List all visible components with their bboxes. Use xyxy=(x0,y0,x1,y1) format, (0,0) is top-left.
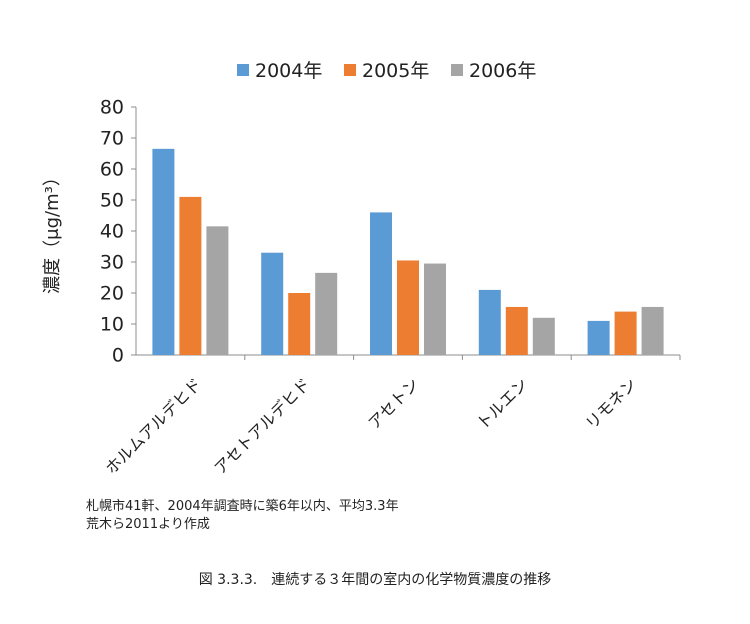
legend-label: 2006年 xyxy=(469,60,536,82)
bar xyxy=(397,260,419,355)
bar xyxy=(505,306,528,355)
note-line-1: 札幌市41軒、2004年調査時に築6年以内、平均3.3年 xyxy=(86,499,399,514)
bar xyxy=(424,263,446,355)
x-category-label: アセトアルデヒド xyxy=(210,374,314,478)
y-tick-label: 20 xyxy=(100,283,124,305)
legend-swatch xyxy=(344,64,356,76)
y-axis-title: 濃度（μg/m³） xyxy=(42,168,63,294)
chart-canvas: 0 10 20 30 40 50 60 70 80 濃度（μg/m³） ホルムアルデヒド アセトアルデ… xyxy=(42,60,681,478)
bar xyxy=(179,196,202,355)
y-tick-label: 30 xyxy=(100,252,124,274)
y-tick-label: 40 xyxy=(100,221,124,243)
bar-chart: 0 10 20 30 40 50 60 70 80 濃度（μg/m³） ホルムアルデヒド アセトアルデ… xyxy=(42,60,681,478)
x-category-label: アセトン xyxy=(364,374,422,432)
bar xyxy=(641,306,664,355)
bar xyxy=(370,212,392,355)
y-tick-label: 80 xyxy=(100,97,124,119)
y-tick-label: 10 xyxy=(100,314,124,336)
x-category-label: リモネン xyxy=(582,374,641,433)
bar xyxy=(206,226,229,355)
bar xyxy=(614,311,637,355)
note-line-2: 荒木ら2011より作成 xyxy=(86,517,210,532)
y-tick-label: 0 xyxy=(112,345,124,367)
bar xyxy=(478,289,501,355)
y-tick-label: 70 xyxy=(100,128,124,150)
bar xyxy=(315,272,338,355)
x-category-label: トルエン xyxy=(473,374,532,433)
bar xyxy=(152,148,175,355)
bar xyxy=(587,320,610,355)
legend-label: 2004年 xyxy=(255,60,322,82)
legend-swatch xyxy=(451,64,463,76)
figure-caption: 図 3.3.3. 連続する３年間の室内の化学物質濃度の推移 xyxy=(198,572,552,588)
bar xyxy=(532,317,555,355)
y-tick-label: 60 xyxy=(100,159,124,181)
source-notes: 札幌市41軒、2004年調査時に築6年以内、平均3.3年 荒木ら2011より作成 xyxy=(86,498,399,534)
legend-label: 2005年 xyxy=(362,60,429,82)
y-tick-label: 50 xyxy=(100,190,124,212)
legend-swatch xyxy=(237,64,249,76)
x-category-label: ホルムアルデヒド xyxy=(102,374,206,478)
bar xyxy=(288,293,311,355)
bar xyxy=(261,252,284,355)
